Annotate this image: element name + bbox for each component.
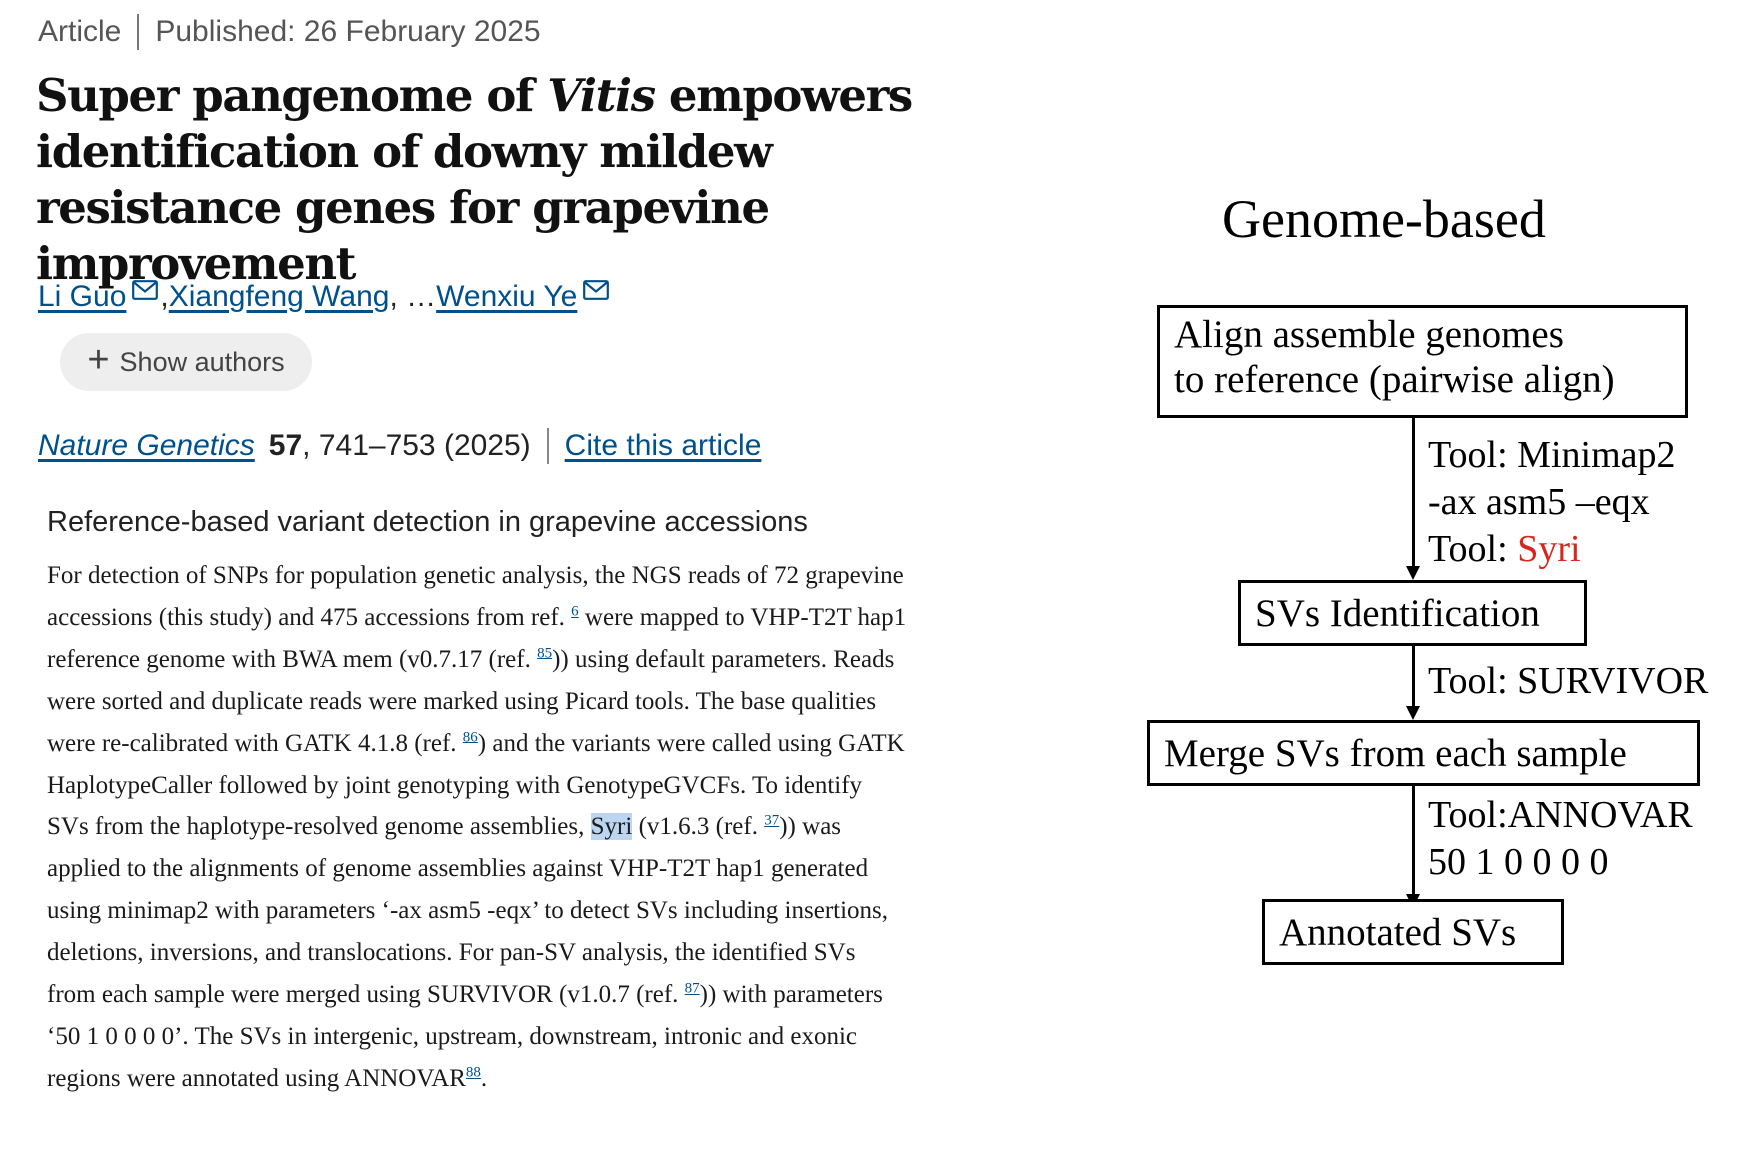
step-align-genomes: Align assemble genomes to reference (pai… <box>1157 305 1688 418</box>
mail-icon[interactable] <box>132 280 159 300</box>
arrowhead-icon <box>1406 566 1420 580</box>
mail-icon[interactable] <box>583 280 610 300</box>
article-title: Super pangenome of Vitis empowers identi… <box>36 69 913 290</box>
meta-divider <box>137 14 140 50</box>
author-link-wenxiu-ye[interactable]: Wenxiu Ye <box>436 280 578 313</box>
author-link-li-guo[interactable]: Li Guo <box>38 280 127 313</box>
volume-number: 57 <box>268 429 303 462</box>
reference-link-87[interactable]: 87 <box>684 980 700 997</box>
step-sv-identification: SVs Identification <box>1238 580 1587 646</box>
reference-link-37[interactable]: 37 <box>764 813 780 830</box>
article-panel: Article Published: 26 February 2025 Supe… <box>36 14 913 1092</box>
author-link-xiangfeng-wang[interactable]: Xiangfeng Wang <box>168 280 390 313</box>
author-ellipsis: , … <box>389 280 437 313</box>
section-heading: Reference-based variant detection in gra… <box>47 506 808 538</box>
tool-label-annovar: Tool:ANNOVAR 50 1 0 0 0 0 <box>1428 794 1693 883</box>
article-meta: Article Published: 26 February 2025 <box>38 14 541 50</box>
journal-link[interactable]: Nature Genetics <box>38 429 255 462</box>
author-list: Li Guo , Xiangfeng Wang , … Wenxiu Ye <box>38 280 611 314</box>
citation-divider <box>546 428 549 464</box>
article-type: Article <box>38 15 122 48</box>
reference-link-85[interactable]: 85 <box>537 645 553 662</box>
selected-text-syri[interactable]: Syri <box>590 813 633 841</box>
citation-line: Nature Genetics 57 , 741–753 (2025) Cite… <box>38 428 761 464</box>
pages-year: , 741–753 (2025) <box>302 429 531 462</box>
reference-link-88[interactable]: 88 <box>465 1064 481 1081</box>
reference-link-86[interactable]: 86 <box>462 729 478 746</box>
published-date: Published: 26 February 2025 <box>155 15 541 48</box>
arrowhead-icon <box>1406 706 1420 720</box>
diagram-title: Genome-based <box>1222 189 1546 249</box>
step-annotated-svs: Annotated SVs <box>1262 899 1564 965</box>
pipeline-diagram: Genome-based Align assemble genomes to r… <box>1060 0 1758 1152</box>
flow-arrow-line <box>1412 646 1415 706</box>
flow-arrow-line <box>1412 418 1415 566</box>
show-authors-button[interactable]: + Show authors <box>60 333 312 391</box>
flow-arrow-line <box>1412 786 1415 894</box>
plus-icon: + <box>87 339 110 381</box>
cite-this-article-link[interactable]: Cite this article <box>564 429 762 462</box>
show-authors-label: Show authors <box>119 346 285 377</box>
tool-label-minimap-syri: Tool: Minimap2 -ax asm5 –eqx Tool: Syri <box>1428 434 1676 570</box>
reference-link-6[interactable]: 6 <box>571 603 579 620</box>
step-merge-svs: Merge SVs from each sample <box>1147 720 1700 786</box>
tool-label-survivor: Tool: SURVIVOR <box>1428 660 1709 702</box>
methods-paragraph: For detection of SNPs for population gen… <box>47 562 907 1092</box>
title-genus: Vitis <box>547 69 656 122</box>
author-separator: , <box>160 280 169 313</box>
